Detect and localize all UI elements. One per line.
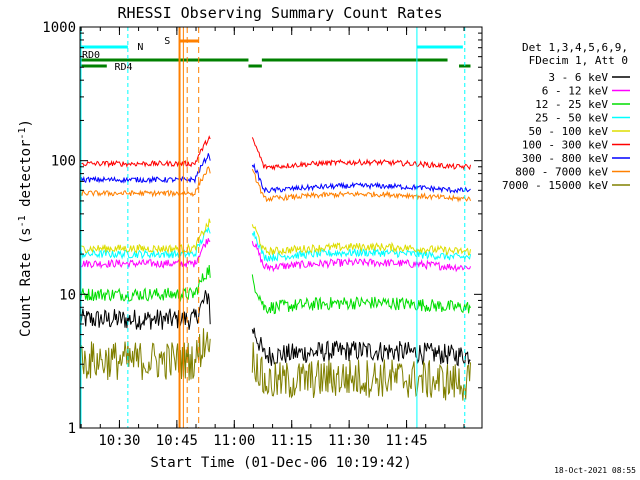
legend-label-0: 3 - 6 keV — [548, 71, 608, 84]
rd0-flag-label: RD0 — [82, 50, 100, 61]
series-line-6 — [79, 153, 471, 194]
series-line-0 — [79, 290, 471, 367]
series-line-7 — [79, 166, 471, 203]
x-tick-label: 11:45 — [385, 433, 427, 449]
y-label-part-2: detector — [18, 140, 34, 216]
series-line-5 — [79, 135, 471, 171]
series-line-4 — [79, 218, 471, 256]
legend-label-5: 100 - 300 keV — [522, 139, 608, 152]
legend-label-2: 12 - 25 keV — [535, 98, 608, 111]
series-line-3 — [79, 227, 471, 263]
plot-frame — [79, 26, 483, 429]
y-label-sup-2: -1 — [17, 127, 28, 139]
legend-label-1: 6 - 12 keV — [542, 85, 609, 98]
legend-header-line-1: Det 1,3,4,5,6,9, — [522, 41, 628, 54]
legend-label-3: 25 - 50 keV — [535, 112, 608, 125]
timestamp: 18-Oct-2021 08:55 — [554, 466, 636, 475]
y-tick-label: 1 — [68, 421, 76, 437]
series-line-8 — [79, 328, 471, 401]
x-tick-label: 11:30 — [328, 433, 370, 449]
legend-header-line-2: FDecim 1, Att 0 — [529, 54, 628, 67]
y-axis-label: Count Rate (s-1 detector-1) — [17, 119, 34, 337]
legend-label-8: 7000 - 15000 keV — [502, 179, 608, 192]
y-label-part-3: ) — [18, 119, 34, 127]
x-axis-label: Start Time (01-Dec-06 10:19:42) — [150, 455, 411, 471]
series-line-2 — [79, 264, 471, 315]
y-tick-label: 1000 — [42, 20, 76, 36]
x-tick-label: 10:45 — [156, 433, 198, 449]
legend-label-4: 50 - 100 keV — [529, 125, 609, 138]
rd4-flag-label: RD4 — [114, 62, 132, 73]
x-tick-label: 11:00 — [213, 433, 255, 449]
y-label-sup-1: -1 — [17, 215, 28, 227]
y-tick-label: 100 — [51, 154, 76, 170]
legend: Det 1,3,4,5,6,9, FDecim 1, Att 0 3 - 6 k… — [502, 41, 630, 192]
night-flag-label: N — [137, 42, 143, 53]
x-tick-label: 10:30 — [98, 433, 140, 449]
saa-flag-label: S — [164, 36, 170, 47]
series-line-1 — [79, 238, 471, 273]
legend-label-7: 800 - 7000 keV — [515, 166, 608, 179]
legend-label-6: 300 - 800 keV — [522, 152, 608, 165]
y-tick-label: 10 — [59, 287, 76, 303]
y-label-part-1: Count Rate (s — [18, 227, 34, 337]
chart-title: RHESSI Observing Summary Count Rates — [117, 4, 442, 22]
x-tick-label: 11:15 — [271, 433, 313, 449]
